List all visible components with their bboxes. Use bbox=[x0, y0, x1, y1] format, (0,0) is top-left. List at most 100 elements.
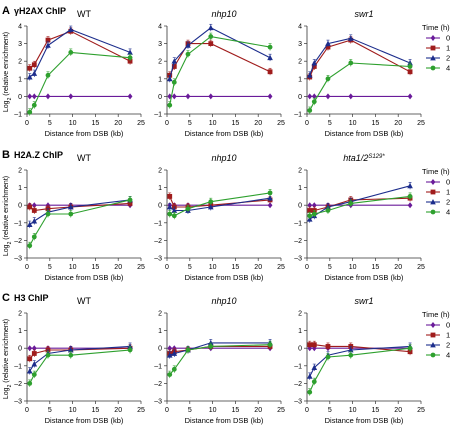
plot-title: hta1/2S129* bbox=[343, 153, 385, 163]
data-point bbox=[208, 41, 214, 46]
x-tick-label: 10 bbox=[69, 264, 77, 271]
plot-title-text: WT bbox=[77, 9, 91, 19]
legend-label: 2 bbox=[446, 198, 450, 207]
data-point bbox=[27, 65, 33, 71]
plot-title: swr1 bbox=[354, 9, 373, 19]
data-point bbox=[127, 343, 133, 349]
x-axis-label: Distance from DSB (kb) bbox=[45, 416, 124, 425]
y-tick-label: 0 bbox=[18, 94, 22, 101]
series-line bbox=[29, 30, 131, 69]
y-axis-label-sub: 2 bbox=[7, 241, 13, 244]
data-point bbox=[307, 389, 313, 395]
x-axis-label: Distance from DSB (kb) bbox=[185, 416, 264, 425]
y-tick-label: –1 bbox=[14, 112, 22, 119]
y-tick-label: 3 bbox=[298, 41, 302, 48]
data-point bbox=[45, 37, 51, 43]
data-point bbox=[127, 347, 133, 353]
data-point bbox=[208, 34, 214, 39]
x-tick-label: 0 bbox=[305, 407, 309, 414]
data-point bbox=[348, 352, 354, 358]
series-4 bbox=[307, 192, 413, 220]
x-tick-label: 0 bbox=[305, 264, 309, 271]
data-point bbox=[67, 203, 74, 210]
legend-marker bbox=[430, 55, 436, 61]
data-point bbox=[167, 372, 173, 377]
x-tick-label: 15 bbox=[232, 264, 240, 271]
data-point bbox=[311, 59, 318, 66]
y-tick-label: –1 bbox=[14, 220, 22, 227]
data-point bbox=[27, 345, 33, 352]
row-title: H2A.Z ChIP bbox=[14, 150, 63, 160]
x-tick-label: 5 bbox=[328, 264, 332, 271]
legend-title: Time (h) bbox=[422, 23, 450, 32]
x-tick-label: 0 bbox=[165, 264, 169, 271]
series-0 bbox=[27, 93, 133, 100]
y-tick-label: 4 bbox=[298, 24, 302, 31]
series-2 bbox=[306, 34, 413, 79]
y-tick-label: 1 bbox=[158, 76, 162, 83]
y-axis-label: Log2 (relative enrichment) bbox=[3, 32, 13, 112]
y-tick-label: 2 bbox=[18, 311, 22, 318]
data-point bbox=[171, 93, 177, 100]
y-tick-label: –2 bbox=[154, 238, 162, 245]
y-axis-label-sub: 2 bbox=[7, 97, 13, 100]
x-tick-label: 15 bbox=[372, 264, 380, 271]
y-tick-label: 0 bbox=[298, 94, 302, 101]
data-point bbox=[68, 352, 74, 358]
legend-marker bbox=[430, 45, 436, 51]
data-point bbox=[45, 72, 51, 78]
x-tick-label: 25 bbox=[277, 264, 285, 271]
series-line bbox=[29, 349, 131, 384]
plot-title-text: WT bbox=[77, 153, 91, 163]
series-1 bbox=[307, 36, 413, 81]
data-point bbox=[45, 42, 51, 48]
x-tick-label: 10 bbox=[349, 120, 357, 127]
series-line bbox=[309, 39, 411, 78]
legend-label: 0 bbox=[446, 321, 450, 330]
data-point bbox=[325, 344, 331, 349]
y-tick-label: 4 bbox=[18, 24, 22, 31]
data-point bbox=[348, 60, 354, 66]
x-tick-label: 20 bbox=[114, 407, 122, 414]
y-tick-label: –2 bbox=[294, 381, 302, 388]
y-tick-label: –1 bbox=[14, 363, 22, 370]
series-0 bbox=[167, 93, 273, 100]
x-tick-label: 5 bbox=[48, 120, 52, 127]
legend-marker bbox=[430, 199, 436, 205]
data-point bbox=[171, 366, 177, 372]
data-point bbox=[311, 211, 317, 217]
legend-title: Time (h) bbox=[422, 167, 450, 176]
data-point bbox=[407, 182, 413, 189]
legend-label: 2 bbox=[446, 341, 450, 350]
data-point bbox=[325, 208, 331, 213]
data-point bbox=[267, 342, 273, 348]
y-tick-label: –3 bbox=[294, 399, 302, 406]
legend-label: 4 bbox=[446, 64, 450, 73]
y-axis-label-sub: 2 bbox=[7, 384, 13, 387]
y-tick-label: 2 bbox=[18, 168, 22, 175]
data-point bbox=[306, 72, 313, 78]
data-point bbox=[325, 93, 331, 100]
y-tick-label: 1 bbox=[158, 185, 162, 192]
legend-marker bbox=[430, 342, 436, 348]
data-point bbox=[267, 93, 273, 100]
y-tick-label: 0 bbox=[158, 346, 162, 353]
x-tick-label: 15 bbox=[92, 407, 100, 414]
data-point bbox=[68, 93, 74, 100]
legend-label: 4 bbox=[446, 208, 450, 217]
y-tick-label: 0 bbox=[18, 203, 22, 210]
y-tick-label: 1 bbox=[298, 185, 302, 192]
data-point bbox=[67, 346, 74, 353]
y-tick-label: 0 bbox=[298, 203, 302, 210]
data-point bbox=[267, 202, 273, 209]
x-tick-label: 5 bbox=[188, 407, 192, 414]
y-tick-label: –3 bbox=[14, 399, 22, 406]
y-tick-label: –1 bbox=[294, 220, 302, 227]
x-tick-label: 0 bbox=[305, 120, 309, 127]
plot-title-text: WT bbox=[77, 296, 91, 306]
data-point bbox=[311, 99, 317, 105]
data-point bbox=[267, 195, 273, 201]
